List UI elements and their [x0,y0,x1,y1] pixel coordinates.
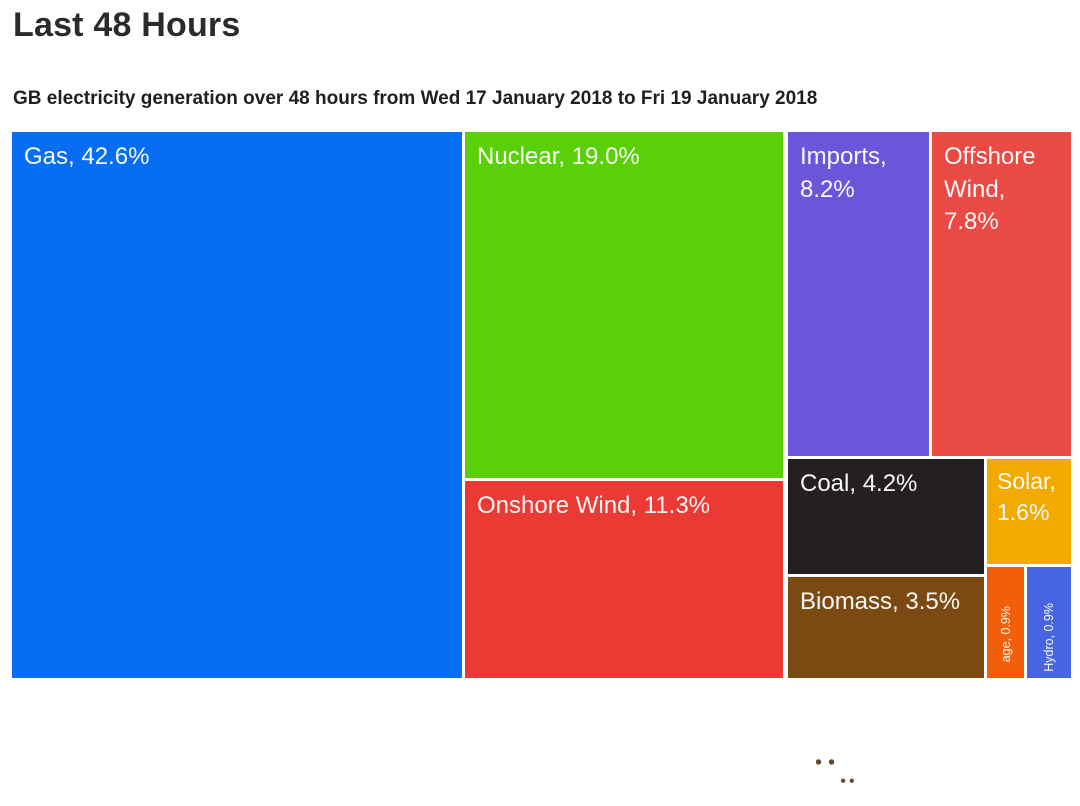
treemap-tile-offshore-wind[interactable]: Offshore Wind, 7.8% [932,132,1071,456]
treemap-tile-gas[interactable]: Gas, 42.6% [12,132,462,678]
treemap-tile-imports[interactable]: Imports, 8.2% [788,132,929,456]
tile-label-hydro: Hydro, 0.9% [1042,603,1056,672]
tile-label-onshore-wind: Onshore Wind, 11.3% [477,492,711,519]
tile-label-nuclear: Nuclear, 19.0% [477,143,640,170]
treemap-tile-biomass[interactable]: Biomass, 3.5% [788,577,984,678]
tile-label-imports: Imports, 8.2% [800,143,887,203]
watermark: 国际能源小数据 [802,742,1080,806]
treemap-chart: Gas, 42.6% Nuclear, 19.0% Onshore Wind, … [12,132,1080,801]
treemap-tile-solar[interactable]: Solar, 1.6% [987,459,1071,564]
tile-label-pumped-storage: age, 0.9% [998,605,1013,662]
tile-label-gas: Gas, 42.6% [24,143,150,170]
treemap-tile-onshore-wind[interactable]: Onshore Wind, 11.3% [465,481,783,678]
treemap-tile-nuclear[interactable]: Nuclear, 19.0% [465,132,783,478]
tile-label-biomass: Biomass, 3.5% [800,588,961,615]
treemap-tile-coal[interactable]: Coal, 4.2% [788,459,984,574]
chart-subtitle: GB electricity generation over 48 hours … [13,88,818,109]
tile-label-coal: Coal, 4.2% [800,470,918,497]
watermark-text: 国际能源小数据 [870,759,1080,795]
wechat-icon [805,748,862,801]
page-title: Last 48 Hours [13,6,241,44]
tile-label-solar: Solar, 1.6% [997,468,1056,526]
treemap-tile-hydro[interactable]: Hydro, 0.9% [1027,567,1071,678]
tile-label-offshore-wind: Offshore Wind, 7.8% [944,143,1036,236]
page: Last 48 Hours GB electricity generation … [12,6,1080,801]
treemap-tile-pumped-storage[interactable]: age, 0.9% [987,567,1024,678]
